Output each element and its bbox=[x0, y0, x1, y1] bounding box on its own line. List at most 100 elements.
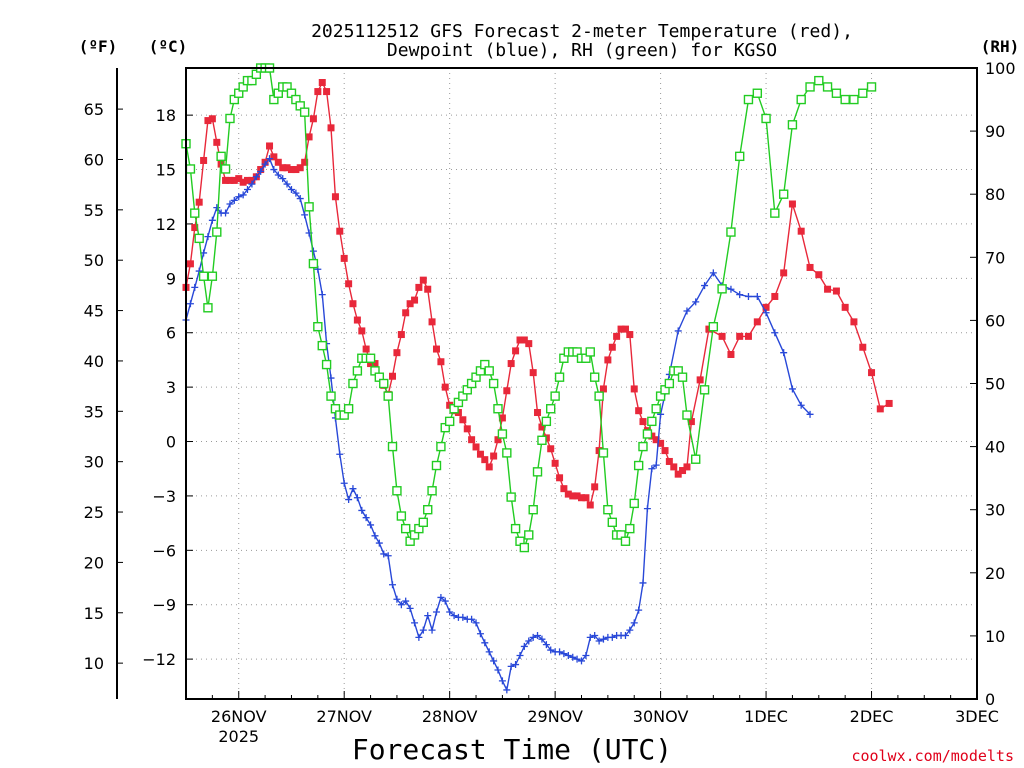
temperature-point bbox=[485, 463, 493, 471]
temperature-point bbox=[744, 332, 752, 340]
temperature-point bbox=[661, 447, 669, 455]
dewpoint-point bbox=[485, 648, 493, 656]
temperature-point bbox=[358, 327, 366, 335]
temperature-point bbox=[327, 124, 335, 132]
relative-humidity-point bbox=[691, 454, 701, 464]
dewpoint-point bbox=[389, 581, 397, 589]
dewpoint-point bbox=[498, 677, 506, 685]
relative-humidity-point bbox=[726, 227, 736, 237]
relative-humidity-point bbox=[717, 284, 727, 294]
temperature-point bbox=[507, 360, 515, 368]
relative-humidity-point bbox=[299, 107, 310, 117]
temperature-point bbox=[824, 285, 832, 293]
dewpoint-point bbox=[709, 269, 717, 277]
dewpoint-point bbox=[806, 410, 814, 418]
relative-humidity-point bbox=[387, 441, 398, 452]
dewpoint-point bbox=[393, 595, 401, 603]
x-axis-label: Forecast Time (UTC) bbox=[352, 733, 672, 766]
temperature-point bbox=[578, 494, 585, 502]
dewpoint-point bbox=[569, 653, 577, 661]
temperature-point bbox=[599, 385, 607, 393]
relative-humidity-point bbox=[647, 416, 657, 427]
relative-humidity-point bbox=[379, 378, 389, 389]
temperature-point bbox=[665, 457, 673, 465]
relative-humidity-point bbox=[840, 94, 850, 105]
dewpoint-point bbox=[648, 465, 656, 473]
rh-tick-label: 70 bbox=[985, 248, 1005, 267]
dewpoint-point bbox=[287, 185, 295, 193]
time-tick-label: 27NOV bbox=[316, 707, 372, 726]
fahrenheit-tick-label: 10 bbox=[84, 654, 104, 673]
dewpoint-point bbox=[780, 349, 788, 357]
relative-humidity-point bbox=[488, 378, 499, 389]
relative-humidity-point bbox=[708, 322, 719, 332]
temperature-point bbox=[556, 474, 564, 482]
relative-humidity-point bbox=[822, 82, 833, 92]
temperature-point bbox=[204, 117, 212, 125]
temperature-point bbox=[222, 176, 230, 184]
temperature-point bbox=[608, 343, 616, 351]
relative-humidity-series bbox=[181, 63, 877, 553]
temperature-point bbox=[626, 331, 634, 339]
temperature-point bbox=[296, 164, 304, 172]
dewpoint-point bbox=[411, 619, 419, 627]
dewpoint-point bbox=[512, 661, 520, 669]
temperature-point bbox=[547, 445, 555, 453]
temperature-point bbox=[788, 200, 796, 208]
relative-humidity-point bbox=[537, 435, 547, 445]
relative-humidity-point bbox=[343, 404, 354, 414]
dewpoint-point bbox=[599, 635, 607, 643]
fahrenheit-tick-label: 35 bbox=[84, 402, 104, 421]
temperature-point bbox=[283, 164, 291, 172]
celsius-tick-label: −12 bbox=[142, 650, 176, 669]
celsius-tick-label: −3 bbox=[152, 487, 176, 506]
celsius-axis: −12 −9 −6 −3 0 3 6 9 12 15 18 bbox=[142, 106, 193, 669]
relative-humidity-point bbox=[400, 523, 411, 534]
dewpoint-point bbox=[345, 496, 353, 504]
relative-humidity-point bbox=[484, 366, 494, 376]
relative-humidity-point bbox=[198, 271, 209, 281]
dewpoint-point bbox=[771, 329, 779, 337]
relative-humidity-point bbox=[436, 441, 446, 452]
temperature-point bbox=[490, 452, 498, 460]
relative-humidity-point bbox=[598, 448, 609, 458]
temperature-point bbox=[213, 138, 221, 146]
relative-humidity-point bbox=[743, 94, 754, 105]
relative-humidity-point bbox=[524, 530, 534, 540]
celsius-tick-label: 9 bbox=[166, 269, 176, 288]
relative-humidity-point bbox=[506, 492, 516, 502]
temperature-point bbox=[670, 463, 678, 471]
dewpoint-point bbox=[652, 461, 660, 469]
relative-humidity-point bbox=[620, 536, 631, 546]
dewpoint-point bbox=[191, 283, 199, 291]
relative-humidity-point bbox=[849, 94, 859, 105]
relative-humidity-point bbox=[528, 505, 538, 515]
relative-humidity-point bbox=[778, 189, 789, 199]
dewpoint-line bbox=[185, 157, 811, 691]
dewpoint-point bbox=[481, 639, 489, 647]
temperature-point bbox=[586, 501, 594, 509]
dewpoint-point bbox=[547, 646, 555, 654]
credit-label: coolwx.com/modelts bbox=[851, 747, 1014, 765]
dewpoint-point bbox=[292, 189, 300, 197]
dewpoint-point bbox=[564, 651, 572, 659]
celsius-tick-label: 6 bbox=[166, 324, 176, 343]
dewpoint-point bbox=[375, 539, 383, 547]
relative-humidity-point bbox=[642, 429, 653, 439]
rh-tick-label: 90 bbox=[985, 122, 1005, 141]
rh-tick-label: 0 bbox=[985, 690, 995, 709]
celsius-tick-label: 18 bbox=[156, 106, 176, 125]
dewpoint-point bbox=[472, 619, 480, 627]
temperature-point bbox=[736, 332, 744, 340]
temperature-point bbox=[437, 358, 445, 366]
fahrenheit-tick-label: 65 bbox=[84, 100, 104, 119]
celsius-tick-label: −9 bbox=[152, 596, 176, 615]
dewpoint-point bbox=[367, 521, 375, 529]
dewpoint-point bbox=[424, 612, 432, 620]
temperature-point bbox=[569, 492, 577, 500]
temperature-point bbox=[525, 340, 533, 348]
dewpoint-series bbox=[182, 155, 814, 694]
rh-tick-label: 50 bbox=[985, 375, 1005, 394]
relative-humidity-point bbox=[308, 258, 319, 269]
time-tick-label: 26NOV bbox=[211, 707, 267, 726]
